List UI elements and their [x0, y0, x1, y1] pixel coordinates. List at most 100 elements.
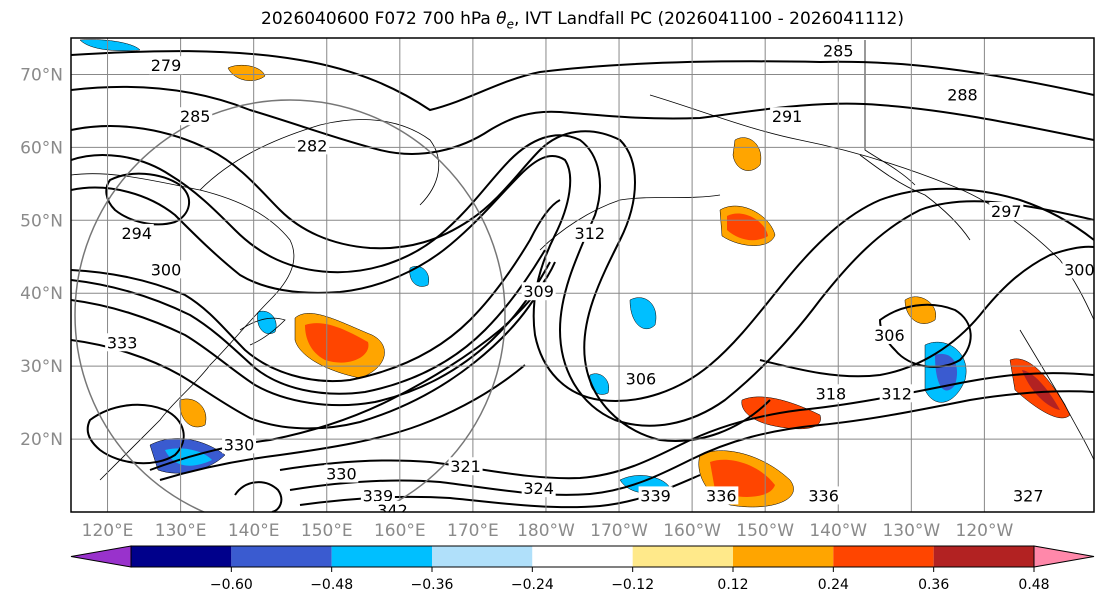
anomaly-patch	[257, 310, 277, 334]
theta-symbol: θ	[496, 9, 507, 29]
contour-label-halo	[295, 136, 330, 155]
coastline	[1019, 329, 1094, 461]
longitude-label: 170°W	[590, 521, 648, 541]
colorbar-segment	[231, 546, 332, 567]
contour-label: 336	[808, 486, 839, 505]
contour-label-halo	[872, 325, 907, 344]
contour-label-halo	[178, 107, 213, 126]
longitude-label: 130°W	[882, 521, 940, 541]
longitude-label: 180°W	[517, 521, 575, 541]
contour-label: 285	[180, 107, 211, 126]
contour-line	[71, 125, 771, 442]
anomaly-patch	[732, 137, 762, 171]
contour-label-halo	[879, 384, 914, 403]
contour-label: 288	[947, 85, 978, 104]
contour-line	[71, 279, 546, 430]
contour-label: 279	[151, 56, 182, 75]
contour-label: 282	[297, 136, 328, 155]
contour-line	[159, 364, 526, 481]
contour-label: 327	[1013, 486, 1044, 505]
latitude-label: 30°N	[20, 357, 63, 377]
longitude-label: 160°W	[663, 521, 721, 541]
contour-line	[105, 172, 190, 226]
colorbar-tick-label: −0.48	[310, 577, 353, 593]
contour-line	[759, 245, 1094, 378]
anomaly-patch	[904, 296, 937, 324]
contour-line	[279, 372, 1094, 480]
colorbar-segment	[331, 546, 432, 567]
longitude-label: 130°E	[155, 521, 207, 541]
theta-subscript: e	[506, 17, 514, 32]
colorbar-tick-label: 0.48	[1018, 577, 1049, 593]
coastline	[859, 154, 971, 241]
colorbar-extend-low	[70, 545, 132, 568]
longitude-label: 150°W	[736, 521, 794, 541]
contour-label-halo	[119, 223, 154, 242]
contour-label-halo	[521, 282, 556, 301]
contour-line	[71, 134, 1094, 427]
contour-label-halo	[945, 85, 980, 104]
coastline	[199, 119, 439, 206]
contour-label-halo	[148, 260, 183, 279]
longitude-label: 120°E	[82, 521, 134, 541]
contour-label-halo	[148, 56, 183, 75]
contour-label: 342	[377, 501, 408, 520]
anomaly-patch	[79, 39, 141, 51]
contour-label-halo	[806, 486, 841, 505]
graticule	[71, 38, 1094, 512]
contour-line	[234, 481, 283, 512]
coastline	[864, 40, 916, 186]
contour-label-halo	[572, 223, 607, 242]
contour-label-halo	[813, 384, 848, 403]
contour-label: 333	[107, 333, 138, 352]
contour-line	[71, 261, 551, 407]
contour-line	[71, 199, 561, 382]
colorbar-outline	[130, 545, 1035, 568]
contour-label: 336	[706, 486, 737, 505]
colorbar-segment	[833, 546, 934, 567]
colorbar: −0.60 −0.48 −0.36 −0.24 −0.12 0.12 0.24 0.36 0.4…	[70, 545, 1095, 593]
latitude-label: 60°N	[20, 138, 63, 158]
contour-label-halo	[324, 464, 359, 483]
longitude-label: 140°E	[228, 521, 280, 541]
latitude-label: 40°N	[20, 284, 63, 304]
latitude-labels: 70°N 60°N 50°N 40°N 30°N 20°N	[20, 65, 63, 450]
contour-line	[71, 155, 1094, 402]
contour-label-halo	[704, 486, 739, 505]
contour-label-halo	[375, 501, 410, 512]
contour-label-halo	[448, 457, 483, 476]
contour-label: 318	[816, 384, 847, 403]
map-title: 2026040600 F072 700 hPa θe, IVT Landfall…	[0, 9, 1105, 31]
contour-label: 330	[326, 465, 357, 484]
contour-line	[289, 390, 1094, 496]
contour-labels: 279 285 282 285 291 288 297 300 294 300 312 309 306 3…	[105, 41, 1095, 520]
contour-label-halo	[623, 369, 658, 388]
contour-line	[71, 85, 1094, 155]
map-layers: 279 285 282 285 291 288 297 300 294 300 312 309 306 3…	[71, 38, 1095, 520]
contour-label-halo	[638, 486, 673, 505]
contour-label-halo	[770, 107, 805, 126]
colorbar-segment	[131, 546, 232, 567]
contour-label: 312	[881, 384, 912, 403]
contour-label-halo	[821, 41, 856, 60]
coastline	[239, 317, 286, 346]
contour-label: 300	[1064, 260, 1095, 279]
contour-label: 312	[575, 224, 606, 243]
contour-label-halo	[521, 479, 556, 498]
contour-label: 291	[772, 107, 803, 126]
title-suffix: , IVT Landfall PC (2026041100 - 20260411…	[513, 9, 904, 29]
contour-label-halo	[1062, 260, 1094, 279]
colorbar-segment	[532, 546, 633, 567]
longitude-label: 140°W	[809, 521, 867, 541]
contour-label: 309	[523, 282, 554, 301]
contour-label: 285	[823, 42, 854, 61]
contour-label: 339	[363, 486, 394, 505]
latitude-label: 20°N	[20, 430, 63, 450]
anomaly-patch	[1022, 370, 1060, 410]
longitude-label: 120°W	[956, 521, 1014, 541]
colorbar-tick-label: 0.36	[918, 577, 949, 593]
contour-label: 339	[640, 486, 671, 505]
longitude-label: 150°E	[301, 521, 353, 541]
anomaly-patch	[629, 297, 657, 330]
